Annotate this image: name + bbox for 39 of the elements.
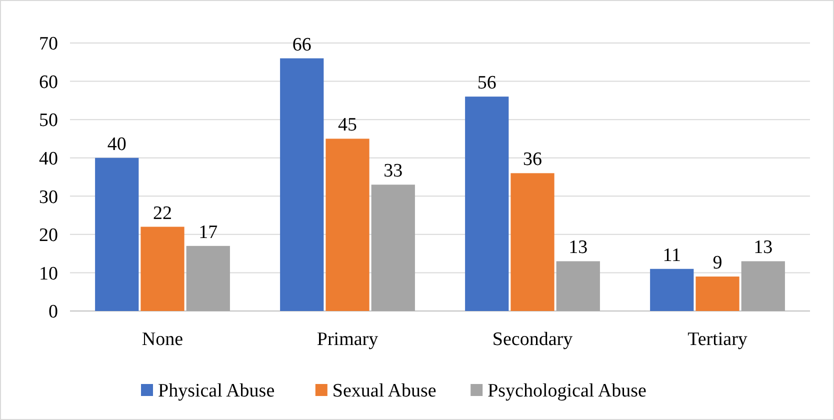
bar xyxy=(371,184,415,311)
y-tick-label: 40 xyxy=(39,148,58,170)
bar xyxy=(696,276,740,311)
data-label: 13 xyxy=(754,237,773,258)
data-label: 33 xyxy=(384,160,403,182)
bar xyxy=(510,173,554,311)
y-tick-label: 10 xyxy=(39,263,58,284)
y-tick-label: 30 xyxy=(39,186,58,208)
bar xyxy=(650,268,694,311)
data-label: 66 xyxy=(292,34,312,56)
data-label: 36 xyxy=(523,149,542,170)
data-label: 11 xyxy=(662,244,682,266)
bar xyxy=(280,58,324,311)
legend-label: Physical Abuse xyxy=(158,380,275,402)
data-label: 56 xyxy=(477,72,496,94)
data-label: 22 xyxy=(153,202,172,224)
x-tick-label: Tertiary xyxy=(688,329,748,350)
bar xyxy=(741,261,785,311)
y-tick-label: 50 xyxy=(39,110,58,132)
legend-label: Psychological Abuse xyxy=(488,380,646,402)
bar xyxy=(556,261,600,311)
y-tick-label: 20 xyxy=(39,225,58,246)
bar xyxy=(95,158,139,311)
y-tick-label: 60 xyxy=(39,72,58,93)
x-tick-label: Primary xyxy=(316,329,379,350)
x-tick-label: Secondary xyxy=(492,329,574,350)
legend-label: Sexual Abuse xyxy=(332,380,436,402)
y-tick-label: 70 xyxy=(39,34,58,55)
bar xyxy=(465,96,509,311)
data-label: 40 xyxy=(107,134,126,155)
x-tick-label: None xyxy=(142,329,184,350)
data-label: 9 xyxy=(712,252,722,274)
data-label: 13 xyxy=(568,237,588,258)
bar xyxy=(140,226,184,311)
y-tick-label: 0 xyxy=(48,302,58,323)
bar xyxy=(186,246,230,311)
bar xyxy=(326,138,370,311)
data-label: 45 xyxy=(338,114,357,136)
data-label: 17 xyxy=(198,222,218,243)
